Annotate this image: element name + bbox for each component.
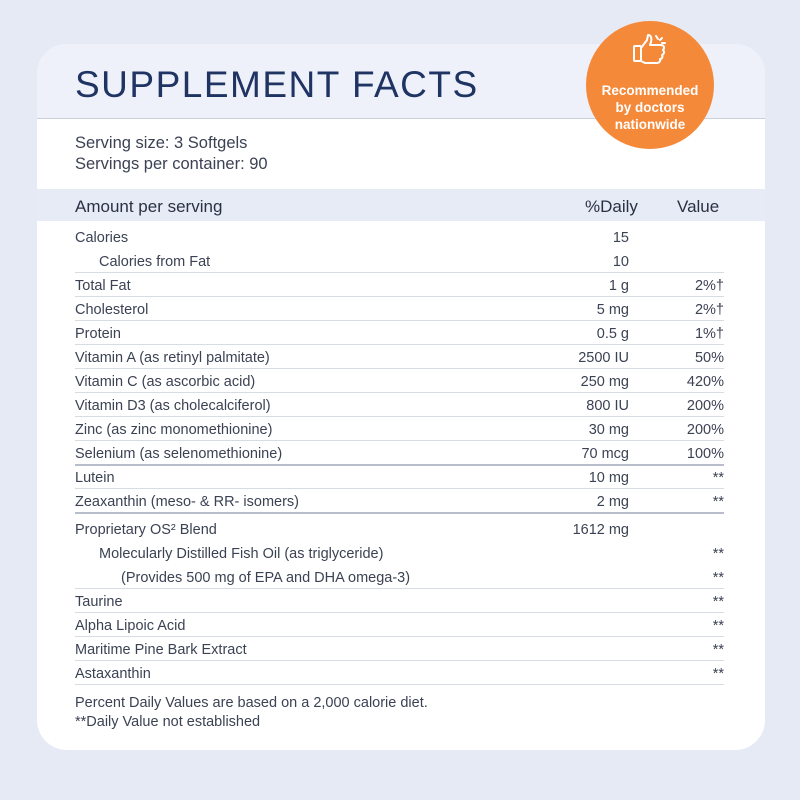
nutrient-daily-value: ** — [712, 618, 724, 634]
nutrient-daily-value: 2%† — [694, 278, 724, 294]
column-header: Amount per serving %Daily Value — [37, 189, 765, 221]
table-row: Zeaxanthin (meso- & RR- isomers) 2 mg ** — [37, 488, 765, 512]
table-row: Taurine ** — [37, 588, 765, 612]
nutrient-name: Lutein — [75, 470, 115, 486]
table-row: Alpha Lipoic Acid ** — [37, 612, 765, 636]
nutrient-daily-value: ** — [712, 570, 724, 586]
nutrient-name: Selenium (as selenomethionine) — [75, 446, 283, 462]
nutrient-daily-value: ** — [712, 594, 724, 610]
nutrient-daily-value: ** — [712, 470, 724, 486]
badge-text-line: Recommended — [601, 83, 699, 98]
table-row: Cholesterol 5 mg 2%† — [37, 296, 765, 320]
nutrient-name: Vitamin C (as ascorbic acid) — [75, 374, 256, 390]
nutrient-amount: 5 mg — [596, 302, 629, 318]
nutrient-name: Zeaxanthin (meso- & RR- isomers) — [75, 494, 299, 510]
nutrient-name: Total Fat — [75, 278, 131, 294]
serving-info: Serving size: 3 Softgels Servings per co… — [75, 133, 268, 175]
badge-text-line: nationwide — [614, 117, 686, 132]
nutrient-amount: 800 IU — [586, 398, 629, 414]
nutrient-name: Molecularly Distilled Fish Oil (as trigl… — [99, 546, 384, 562]
table-row: Molecularly Distilled Fish Oil (as trigl… — [37, 540, 765, 564]
nutrient-daily-value: 50% — [694, 350, 724, 366]
nutrient-table: Calories 15 Calories from Fat 10 Total F… — [37, 224, 765, 684]
nutrient-name: Calories — [75, 230, 129, 246]
table-row: Maritime Pine Bark Extract ** — [37, 636, 765, 660]
nutrient-amount: 0.5 g — [596, 326, 629, 342]
nutrient-name: Vitamin A (as retinyl palmitate) — [75, 350, 270, 366]
nutrient-name: Proprietary OS² Blend — [75, 522, 217, 538]
table-row: Vitamin A (as retinyl palmitate) 2500 IU… — [37, 344, 765, 368]
nutrient-amount: 1 g — [608, 278, 629, 294]
nutrient-daily-value: ** — [712, 546, 724, 562]
nutrient-daily-value: 420% — [686, 374, 724, 390]
nutrient-amount: 250 mg — [580, 374, 629, 390]
table-row: Zinc (as zinc monomethionine) 30 mg 200% — [37, 416, 765, 440]
table-row: Protein 0.5 g 1%† — [37, 320, 765, 344]
nutrient-daily-value: 1%† — [694, 326, 724, 342]
nutrient-amount: 30 mg — [588, 422, 629, 438]
nutrient-daily-value: 200% — [686, 422, 724, 438]
amount-column-header: Amount per serving — [75, 197, 223, 216]
table-row: Calories 15 — [37, 224, 765, 248]
nutrient-daily-value: 100% — [686, 446, 724, 462]
nutrient-daily-value: 2%† — [694, 302, 724, 318]
nutrient-amount: 1612 mg — [572, 522, 629, 538]
nutrient-amount: 10 mg — [588, 470, 629, 486]
page-title: SUPPLEMENT FACTS — [75, 64, 479, 105]
nutrient-name: Zinc (as zinc monomethionine) — [75, 422, 273, 438]
nutrient-amount: 15 — [612, 230, 629, 246]
footnotes: Percent Daily Values are based on a 2,00… — [75, 694, 428, 732]
nutrient-name: Maritime Pine Bark Extract — [75, 642, 247, 658]
nutrient-name: (Provides 500 mg of EPA and DHA omega-3) — [121, 570, 411, 586]
nutrient-name: Vitamin D3 (as cholecalciferol) — [75, 398, 271, 414]
value-column-header: Value — [677, 197, 720, 216]
badge-text: Recommended by doctors nationwide — [595, 82, 705, 133]
nutrient-daily-value: ** — [712, 666, 724, 682]
supplement-facts-panel: SUPPLEMENT FACTS Serving size: 3 Softgel… — [37, 44, 765, 750]
table-row: Vitamin D3 (as cholecalciferol) 800 IU 2… — [37, 392, 765, 416]
nutrient-daily-value: ** — [712, 642, 724, 658]
serving-size: Serving size: 3 Softgels — [75, 134, 248, 152]
recommended-badge: Recommended by doctors nationwide — [587, 22, 713, 148]
table-row: Proprietary OS² Blend 1612 mg — [37, 512, 765, 540]
nutrient-amount: 2 mg — [596, 494, 629, 510]
table-row: (Provides 500 mg of EPA and DHA omega-3)… — [37, 564, 765, 588]
table-row: Lutein 10 mg ** — [37, 464, 765, 488]
table-row: Astaxanthin ** — [37, 660, 765, 684]
daily-column-header: %Daily — [585, 197, 638, 216]
servings-per-container: Servings per container: 90 — [75, 155, 268, 173]
nutrient-name: Alpha Lipoic Acid — [75, 618, 186, 634]
thumbs-up-icon — [633, 34, 666, 64]
table-row: Selenium (as selenomethionine) 70 mcg 10… — [37, 440, 765, 464]
badge-text-line: by doctors — [615, 100, 685, 115]
nutrient-name: Astaxanthin — [75, 666, 151, 682]
nutrient-name: Protein — [75, 326, 121, 342]
footnote-daily-values: Percent Daily Values are based on a 2,00… — [75, 695, 428, 711]
nutrient-amount: 70 mcg — [581, 446, 629, 462]
footnote-not-established: **Daily Value not established — [75, 714, 261, 730]
nutrient-name: Calories from Fat — [99, 254, 211, 270]
nutrient-name: Taurine — [75, 594, 123, 610]
footnote-divider — [75, 684, 724, 685]
nutrient-amount: 2500 IU — [578, 350, 629, 366]
nutrient-amount: 10 — [612, 254, 629, 270]
table-row: Calories from Fat 10 — [37, 248, 765, 272]
table-row: Total Fat 1 g 2%† — [37, 272, 765, 296]
table-row: Vitamin C (as ascorbic acid) 250 mg 420% — [37, 368, 765, 392]
nutrient-daily-value: 200% — [686, 398, 724, 414]
nutrient-name: Cholesterol — [75, 302, 149, 318]
nutrient-daily-value: ** — [712, 494, 724, 510]
